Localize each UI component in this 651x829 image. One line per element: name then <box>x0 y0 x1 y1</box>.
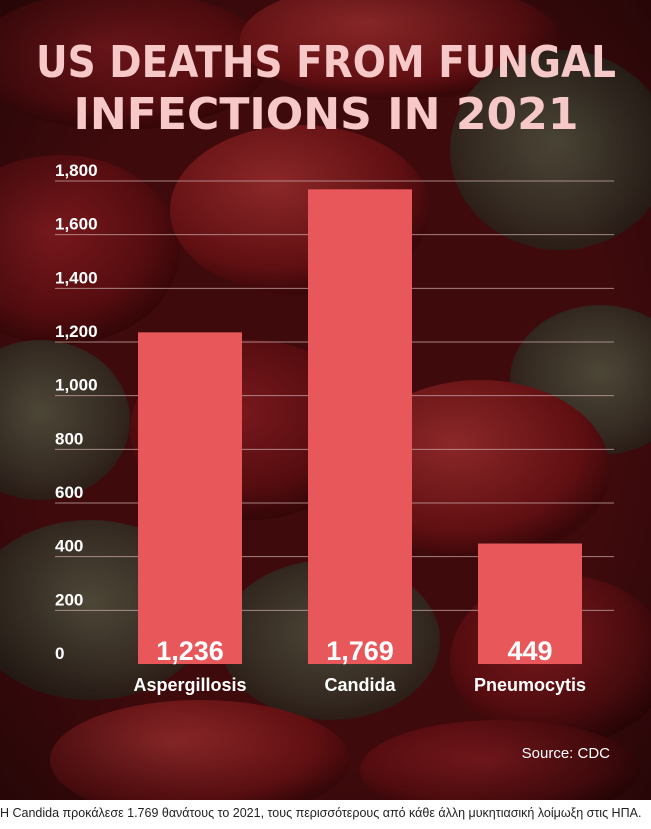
x-axis-tick-labels: Aspergillosis Candida Pneumocytis <box>133 675 586 695</box>
source-label: Source: CDC <box>522 745 611 762</box>
bars: 1,236 1,769 449 <box>138 189 582 666</box>
blood-cells-background <box>0 0 651 800</box>
y-tick-label: 1,400 <box>55 268 98 287</box>
y-tick-label: 600 <box>55 483 83 502</box>
y-tick-label: 1,000 <box>55 376 98 395</box>
chart-title-line: INFECTIONS IN 2021 <box>74 89 579 140</box>
y-tick-label: 800 <box>55 429 83 448</box>
bar <box>308 189 412 664</box>
chart-title-line: US DEATHS FROM FUNGAL <box>36 37 616 88</box>
bar-value-label: 449 <box>507 636 552 666</box>
x-tick-label: Aspergillosis <box>133 675 246 695</box>
bar <box>478 543 582 664</box>
caption: Η Candida προκάλεσε 1.769 θανάτους το 20… <box>0 806 642 820</box>
y-axis-tick-labels: 0 200 400 600 800 1,000 1,200 1,400 1,600 1,800 <box>55 161 98 663</box>
y-tick-label: 1,600 <box>55 215 98 234</box>
source-note: Source: CDC <box>522 745 611 762</box>
y-tick-label: 1,800 <box>55 161 98 180</box>
bar-value-label: 1,236 <box>156 636 224 666</box>
y-tick-label: 1,200 <box>55 322 98 341</box>
y-tick-label: 400 <box>55 537 83 556</box>
chart-figure: US DEATHS FROM FUNGAL INFECTIONS IN 2021 … <box>0 0 651 800</box>
bar <box>138 332 242 664</box>
y-tick-label: 200 <box>55 590 83 609</box>
x-tick-label: Candida <box>324 675 396 695</box>
x-tick-label: Pneumocytis <box>474 675 586 695</box>
bar-value-label: 1,769 <box>326 636 394 666</box>
y-tick-label: 0 <box>55 644 64 663</box>
